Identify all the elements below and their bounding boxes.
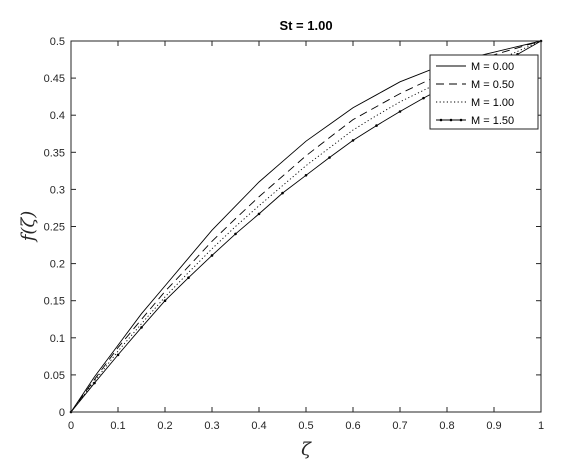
y-tick-label: 0.4: [50, 110, 65, 122]
x-tick-label: 0.7: [392, 420, 407, 432]
y-tick-label: 0.1: [50, 333, 65, 345]
series-point: [281, 191, 284, 195]
y-tick-label: 0.2: [50, 259, 65, 271]
plot-frame: [70, 40, 542, 413]
x-tick-label: 0.4: [251, 420, 266, 432]
y-tick-label: 0.35: [44, 147, 65, 159]
x-axis-label: ζ: [301, 439, 312, 460]
series-point: [93, 381, 96, 385]
legend: M = 0.00 M = 0.50 M = 1.00 M = 1.50: [429, 54, 539, 130]
x-tick-label: 0.5: [298, 420, 313, 432]
legend-label-0: M = 0.00: [471, 61, 514, 73]
series-point: [304, 174, 308, 177]
series-point: [375, 124, 378, 127]
series-point: [351, 139, 355, 142]
x-tick-label: 0.1: [110, 420, 125, 432]
series-point: [116, 353, 120, 357]
legend-swatch-point: [459, 118, 463, 122]
series-point: [257, 212, 261, 216]
legend-swatch-point: [439, 118, 443, 122]
y-tick-label: 0.05: [44, 370, 65, 382]
y-tick-label: 0.3: [50, 184, 65, 196]
series-point: [187, 276, 190, 279]
y-tick-label: 0.15: [44, 296, 65, 308]
y-tick-label: 0.25: [44, 222, 65, 234]
legend-label-3: M = 1.50: [471, 115, 514, 127]
x-tick-label: 0.6: [345, 420, 360, 432]
x-tick-label: 0.8: [439, 420, 454, 432]
y-tick-label: 0.45: [44, 73, 65, 85]
x-tick-label: 0.3: [204, 420, 219, 432]
legend-items: M = 0.00 M = 0.50 M = 1.00 M = 1.50: [436, 61, 514, 127]
series-point: [422, 96, 425, 100]
series-point: [210, 254, 214, 257]
x-tick-label: 0.2: [157, 420, 172, 432]
legend-label-2: M = 1.00: [471, 97, 514, 109]
y-tick-label: 0: [59, 407, 65, 419]
y-tick-labels: 0 0.05 0.1 0.15 0.2 0.25 0.3 0.35 0.4 0.45 0.5: [44, 36, 65, 419]
legend-label-1: M = 0.50: [471, 79, 514, 91]
series-point: [398, 110, 402, 113]
series-point: [328, 156, 331, 159]
y-axis-label: f(ζ): [18, 211, 39, 243]
legend-box: [429, 54, 539, 130]
x-tick-labels: 0 0.1 0.2 0.3 0.4 0.5 0.6 0.7 0.8 0.9 1: [68, 420, 544, 432]
chart-title: St = 1.00: [279, 18, 332, 33]
series-point: [140, 326, 143, 329]
legend-swatch-point: [449, 118, 453, 122]
x-tick-label: 1: [538, 420, 544, 432]
x-tick-label: 0.9: [486, 420, 501, 432]
series-point: [163, 299, 167, 303]
series-point: [234, 232, 237, 236]
y-tick-label: 0.5: [50, 36, 65, 48]
x-tick-label: 0: [68, 420, 74, 432]
